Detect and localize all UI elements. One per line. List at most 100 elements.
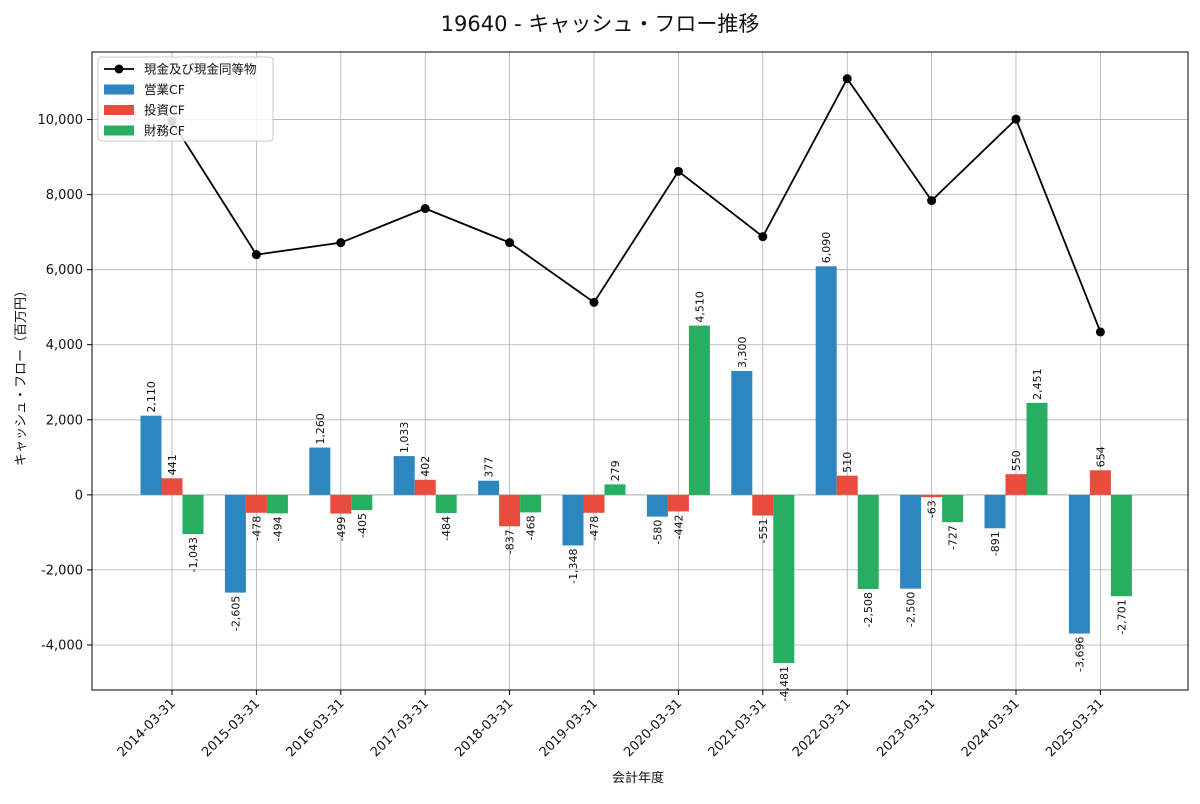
- data-label: 1,033: [398, 422, 411, 454]
- data-label: -3,696: [1073, 637, 1086, 672]
- cash-balance-point: [505, 238, 515, 248]
- bar: [857, 494, 879, 589]
- bar: [815, 266, 837, 495]
- x-tick-label: 2015-03-31: [199, 696, 263, 760]
- data-label: -727: [947, 525, 960, 550]
- data-label: 2,110: [145, 381, 158, 413]
- chart-title: 19640 - キャッシュ・フロー推移: [440, 12, 760, 36]
- y-tick-label: -2,000: [41, 563, 83, 578]
- bar: [1026, 402, 1048, 495]
- legend-bar-swatch: [104, 105, 134, 115]
- axis-layer: -4,000 -2,000 0 2,000 4,000 6,000 8,000 10,000 2…: [38, 51, 1189, 760]
- bar: [688, 325, 710, 495]
- cash-balance-point: [336, 238, 346, 248]
- cash-balance-point: [927, 196, 937, 206]
- data-label: -2,701: [1115, 599, 1128, 634]
- data-label: -499: [335, 517, 348, 542]
- bar: [667, 494, 689, 512]
- legend-label: 投資CF: [144, 103, 185, 118]
- data-label: 4,510: [693, 291, 706, 323]
- data-label: -580: [651, 520, 664, 545]
- cash-balance-line: [171, 76, 1102, 333]
- x-tick-label: 2025-03-31: [1043, 696, 1107, 760]
- y-tick-label: -4,000: [41, 638, 83, 653]
- bar: [520, 494, 542, 513]
- data-label: -405: [356, 513, 369, 538]
- legend-bar-swatch: [104, 125, 134, 136]
- data-label: -63: [926, 500, 939, 518]
- cash-balance-point: [1095, 327, 1105, 337]
- bar: [836, 475, 858, 495]
- data-label: 2,451: [1031, 368, 1044, 400]
- data-label: -2,605: [229, 596, 242, 631]
- grid-layer: [92, 52, 1188, 690]
- bar: [942, 494, 964, 523]
- data-label: -484: [440, 516, 453, 541]
- x-tick-label: 2022-03-31: [790, 696, 854, 760]
- x-tick-label: 2021-03-31: [706, 696, 770, 760]
- legend-box: [97, 56, 274, 142]
- y-tick-label: 8,000: [46, 188, 83, 203]
- x-tick-label: 2017-03-31: [368, 696, 432, 760]
- bar: [499, 494, 521, 527]
- legend-marker: [114, 64, 124, 74]
- cash-balance-point: [420, 203, 430, 213]
- data-label: -494: [271, 516, 284, 541]
- bar: [984, 494, 1006, 529]
- x-tick-label: 2024-03-31: [959, 696, 1023, 760]
- bar: [921, 494, 943, 498]
- bar: [1089, 470, 1111, 495]
- bar: [245, 494, 267, 513]
- x-tick-label: 2014-03-31: [115, 696, 179, 760]
- cash-balance-point: [1011, 114, 1021, 124]
- data-label: 402: [419, 456, 432, 477]
- y-tick-label: 4,000: [46, 338, 83, 353]
- cash-balance-point: [589, 297, 599, 307]
- data-label-layer: 2,110 -2,605 1,260 1,033 377 -1,348 -580 3,300 6…: [145, 232, 1128, 702]
- bar: [900, 494, 922, 589]
- x-tick-label: 2019-03-31: [537, 696, 601, 760]
- bar: [646, 494, 668, 517]
- y-tick-label: 10,000: [38, 113, 84, 128]
- bar: [182, 494, 204, 534]
- bar: [140, 415, 162, 495]
- y-tick-label: 2,000: [46, 413, 83, 428]
- data-label: 279: [609, 460, 622, 481]
- data-label: -1,043: [187, 537, 200, 572]
- data-label: 550: [1010, 450, 1023, 471]
- bar: [731, 371, 753, 495]
- bar: [414, 479, 436, 495]
- bar: [330, 494, 352, 514]
- cash-balance-point: [758, 232, 768, 242]
- data-label: 377: [483, 457, 496, 478]
- x-tick-label: 2016-03-31: [284, 696, 348, 760]
- data-label: -4,481: [778, 666, 791, 701]
- bar: [562, 494, 584, 546]
- bar: [309, 447, 331, 495]
- cash-balance-point: [673, 166, 683, 176]
- y-tick-label: 0: [75, 488, 83, 503]
- y-tick-label: 6,000: [46, 263, 83, 278]
- bar: [752, 494, 774, 516]
- data-label: 510: [841, 452, 854, 473]
- data-label: -2,500: [905, 592, 918, 627]
- y-axis-label: キャッシュ・フロー（百万円）: [14, 284, 29, 466]
- data-label: -551: [757, 519, 770, 544]
- bar: [266, 494, 288, 514]
- x-tick-label: 2018-03-31: [452, 696, 516, 760]
- bar: [1110, 494, 1132, 597]
- bar: [583, 494, 605, 513]
- bar: [224, 494, 246, 593]
- data-label: 6,090: [820, 232, 833, 264]
- data-label: -478: [250, 516, 263, 541]
- bar: [435, 494, 457, 514]
- data-label: 441: [166, 454, 179, 475]
- x-tick-label: 2023-03-31: [874, 696, 938, 760]
- data-label: -2,508: [862, 592, 875, 627]
- data-label: 654: [1094, 446, 1107, 467]
- bar: [604, 484, 626, 495]
- x-tick-label: 2020-03-31: [621, 696, 685, 760]
